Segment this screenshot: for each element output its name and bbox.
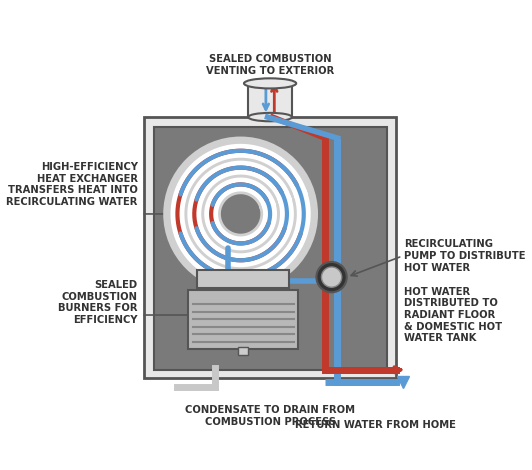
Text: RETURN WATER FROM HOME: RETURN WATER FROM HOME xyxy=(295,420,456,431)
Ellipse shape xyxy=(248,113,292,121)
Circle shape xyxy=(321,267,342,287)
Text: RECIRCULATING
PUMP TO DISTRIBUTE
HOT WATER: RECIRCULATING PUMP TO DISTRIBUTE HOT WAT… xyxy=(404,239,526,273)
Text: HIGH-EFFICIENCY
HEAT EXCHANGER
TRANSFERS HEAT INTO
RECIRCULATING WATER: HIGH-EFFICIENCY HEAT EXCHANGER TRANSFERS… xyxy=(6,162,138,207)
Bar xyxy=(238,347,248,355)
Bar xyxy=(188,290,298,349)
Bar xyxy=(197,269,289,288)
Bar xyxy=(154,127,387,370)
Text: CONDENSATE TO DRAIN FROM
COMBUSTION PROCESS: CONDENSATE TO DRAIN FROM COMBUSTION PROC… xyxy=(185,405,355,427)
Circle shape xyxy=(317,262,347,292)
Ellipse shape xyxy=(244,78,296,88)
Text: HOT WATER
DISTRIBUTED TO
RADIANT FLOOR
& DOMESTIC HOT
WATER TANK: HOT WATER DISTRIBUTED TO RADIANT FLOOR &… xyxy=(404,287,502,343)
Text: SEALED COMBUSTION
VENTING TO EXTERIOR: SEALED COMBUSTION VENTING TO EXTERIOR xyxy=(206,54,334,76)
Bar xyxy=(144,117,396,378)
Bar xyxy=(248,83,292,117)
Text: SEALED
COMBUSTION
BURNERS FOR
EFFICIENCY: SEALED COMBUSTION BURNERS FOR EFFICIENCY xyxy=(59,280,138,325)
